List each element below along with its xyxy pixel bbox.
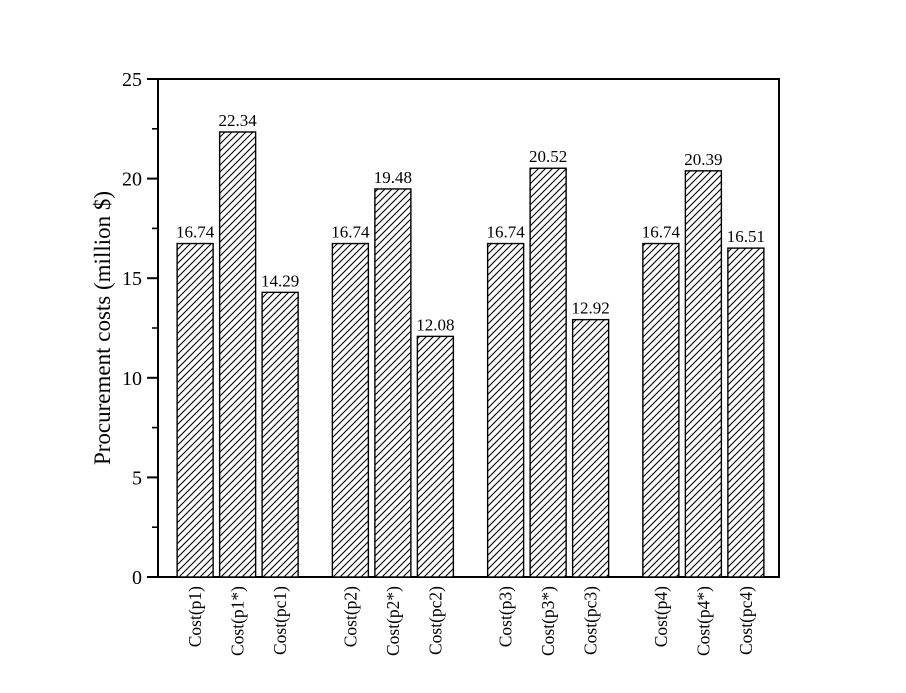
bar-value-label: 12.08 — [416, 315, 454, 334]
x-tick-label: Cost(p4) — [651, 586, 671, 647]
x-tick-label: Cost(p3*) — [538, 586, 558, 656]
bars-group: 16.74 Cost(p1) 22.34 Cost(p1*) 14.29 Cost(pc1… — [176, 111, 765, 656]
bar-value-label: 12.92 — [572, 299, 610, 318]
bar — [571, 318, 610, 578]
bar-value-label: 20.52 — [529, 147, 567, 166]
bar — [261, 291, 299, 578]
y-tick-label: 25 — [122, 69, 142, 91]
bar-value-label: 16.51 — [727, 227, 765, 246]
bar — [374, 188, 412, 578]
bar — [684, 170, 723, 578]
bar — [331, 242, 370, 578]
x-tick-label: Cost(p1) — [185, 586, 205, 647]
x-tick-label: Cost(p1*) — [228, 586, 248, 656]
bar-value-label: 14.29 — [261, 271, 299, 290]
y-tick-label: 20 — [122, 169, 142, 191]
bar-value-label: 16.74 — [331, 223, 370, 242]
bar — [642, 242, 680, 578]
x-tick-label: Cost(p2*) — [383, 586, 403, 656]
y-tick-label: 15 — [122, 268, 142, 290]
bar-value-label: 22.34 — [219, 111, 258, 130]
bar-value-label: 19.48 — [374, 168, 412, 187]
bar — [727, 247, 765, 578]
y-axis-label: Procurement costs (million $) — [90, 191, 115, 465]
x-tick-label: Cost(p4*) — [693, 586, 713, 656]
bar — [486, 242, 525, 578]
x-tick-label: Cost(pc1) — [270, 586, 290, 655]
bar-value-label: 16.74 — [642, 223, 681, 242]
x-tick-label: Cost(pc3) — [581, 586, 601, 655]
bar — [416, 335, 455, 578]
x-tick-label: Cost(p2) — [340, 586, 360, 647]
x-tick-label: Cost(pc2) — [425, 586, 445, 655]
bar — [218, 131, 257, 578]
bar-value-label: 16.74 — [487, 223, 526, 242]
bar-value-label: 20.39 — [684, 150, 722, 169]
x-tick-label: Cost(pc4) — [736, 586, 756, 655]
y-tick-label: 10 — [122, 368, 142, 390]
y-tick-label: 0 — [132, 567, 142, 589]
bar-value-label: 16.74 — [176, 223, 215, 242]
bar — [176, 242, 214, 578]
y-tick-label: 5 — [132, 467, 142, 489]
x-tick-label: Cost(p3) — [496, 586, 516, 647]
bar — [529, 167, 567, 578]
